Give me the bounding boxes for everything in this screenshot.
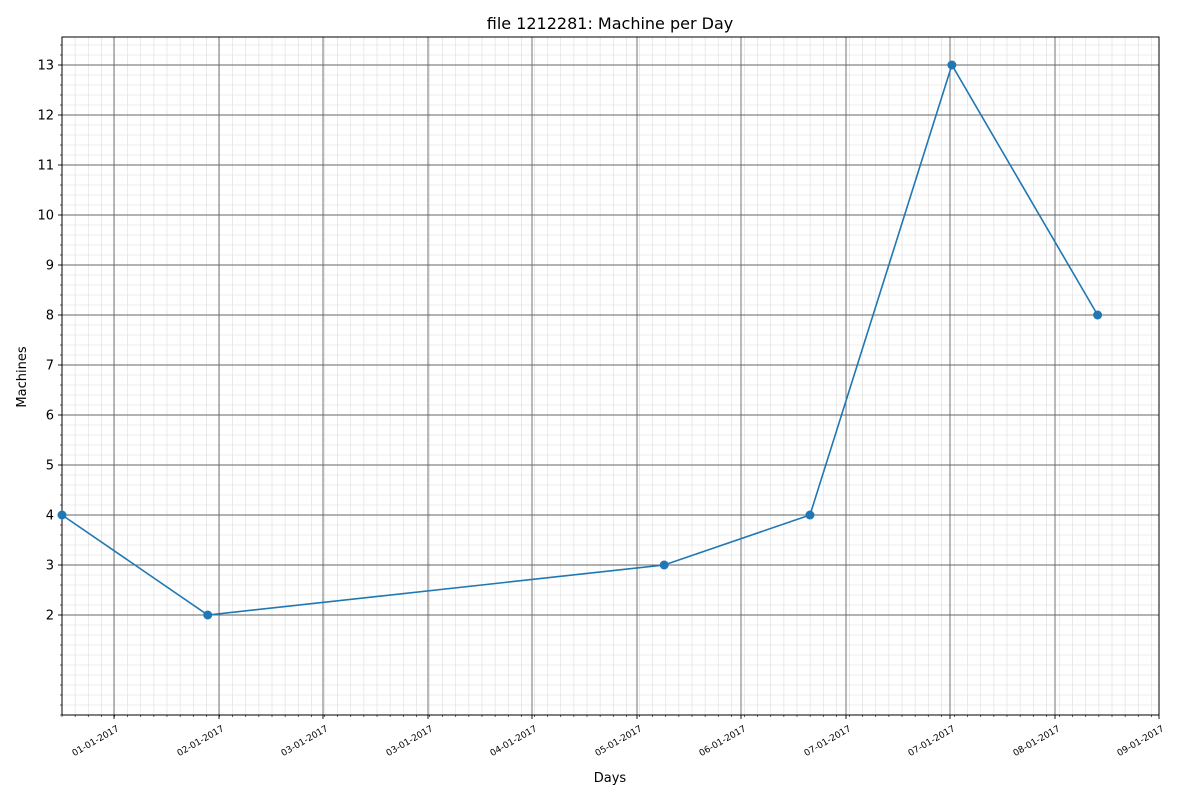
chart-title: file 1212281: Machine per Day	[487, 14, 734, 33]
x-tick-label: 07-01-2017	[907, 724, 957, 759]
y-tick-label: 6	[46, 409, 54, 424]
y-tick-label: 13	[37, 59, 54, 74]
y-tick-label: 7	[46, 359, 54, 374]
x-tick-label: 05-01-2017	[594, 724, 644, 759]
x-tick-label: 06-01-2017	[698, 724, 748, 759]
x-tick-label: 08-01-2017	[1012, 724, 1062, 759]
y-tick-label: 12	[37, 109, 54, 124]
series-points	[57, 60, 1103, 620]
x-tick-label: 01-01-2017	[71, 724, 121, 759]
y-axis-label: Machines	[15, 346, 30, 407]
minor-grid	[61, 37, 1159, 716]
series-line	[61, 63, 1099, 616]
x-tick-label: 03-01-2017	[385, 724, 435, 759]
x-tick-label: 07-01-2017	[803, 724, 853, 759]
y-tick-label: 11	[37, 159, 54, 174]
y-tick-label: 5	[46, 459, 54, 474]
y-tick-label: 3	[46, 559, 54, 574]
x-tick-label: 09-01-2017	[1116, 724, 1166, 759]
axis-ticks	[58, 44, 1160, 719]
major-grid	[62, 37, 1160, 715]
y-tick-label: 8	[46, 309, 54, 324]
data-point	[203, 610, 213, 620]
data-point	[57, 510, 67, 520]
y-tick-labels: 2 3 4 5 6 7 8 9 10 11 12 13	[37, 59, 54, 624]
data-point	[1093, 310, 1103, 320]
data-point	[805, 510, 815, 520]
data-point	[947, 60, 957, 70]
x-tick-label: 04-01-2017	[489, 724, 539, 759]
y-tick-label: 9	[46, 259, 54, 274]
x-tick-labels: 01-01-2017 02-01-2017 03-01-2017 03-01-2017…	[71, 724, 1166, 759]
y-tick-label: 2	[46, 609, 54, 624]
data-point	[659, 560, 669, 570]
x-axis-label: Days	[594, 771, 627, 786]
y-tick-label: 4	[46, 509, 54, 524]
y-tick-label: 10	[37, 209, 54, 224]
plot-frame	[61, 36, 1160, 716]
x-tick-label: 02-01-2017	[176, 724, 226, 759]
x-tick-label: 03-01-2017	[280, 724, 330, 759]
